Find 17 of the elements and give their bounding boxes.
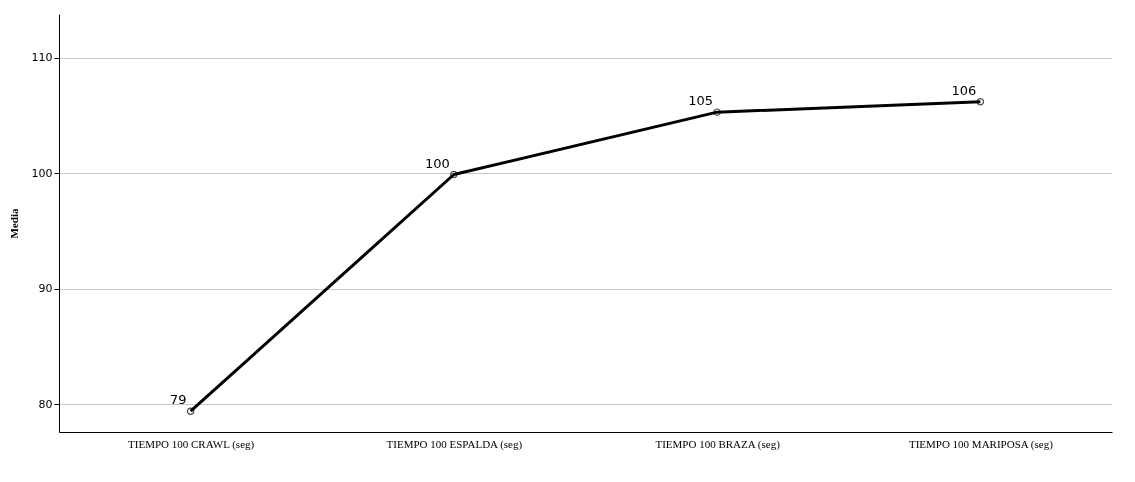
data-label: 105 bbox=[688, 93, 714, 109]
point bbox=[186, 407, 195, 415]
y-tick-label: 90 bbox=[38, 282, 53, 296]
x-tick-label: TIEMPO 100 CRAWL (seg) bbox=[128, 437, 255, 451]
y-tick-label: 100 bbox=[31, 166, 53, 180]
y-tick-label: 80 bbox=[38, 397, 53, 411]
x-tick-label: TIEMPO 100 BRAZA (seg) bbox=[655, 437, 781, 451]
x-tick-label: TIEMPO 100 ESPALDA (seg) bbox=[386, 437, 523, 451]
point bbox=[450, 170, 458, 179]
x-tick-label: TIEMPO 100 MARIPOSA (seg) bbox=[908, 437, 1054, 451]
data-label: 100 bbox=[425, 155, 450, 171]
y-tick-label: 110 bbox=[31, 51, 53, 65]
y-axis-title: Media bbox=[7, 208, 20, 239]
point bbox=[976, 98, 985, 106]
data-label: 106 bbox=[951, 82, 977, 98]
point bbox=[713, 108, 721, 116]
data-label: 79 bbox=[170, 392, 187, 408]
